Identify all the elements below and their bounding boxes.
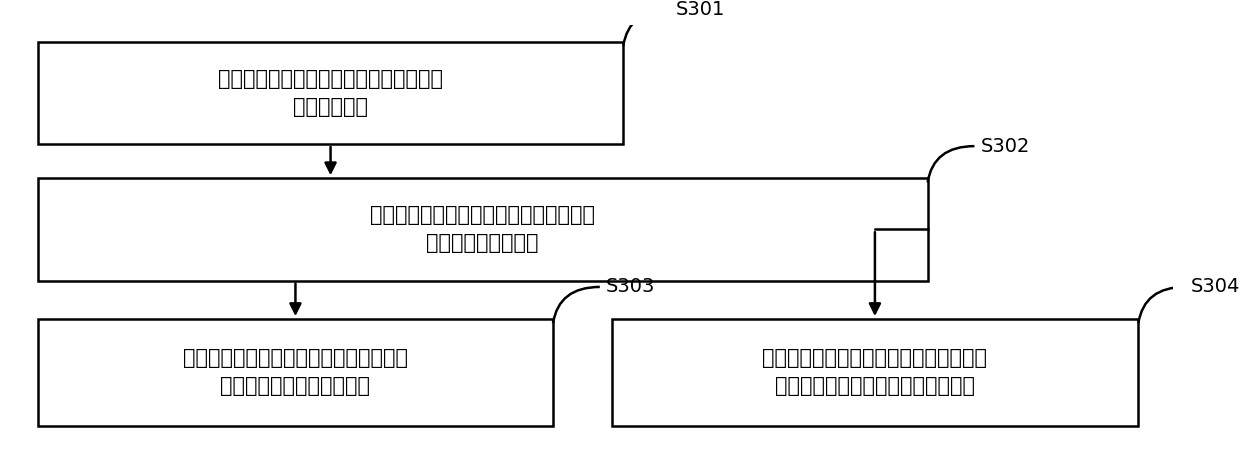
Bar: [38, 178, 928, 281]
Bar: [38, 42, 624, 144]
Bar: [38, 319, 553, 425]
Text: S304: S304: [1190, 277, 1240, 296]
Text: S301: S301: [676, 0, 725, 19]
Text: 将待分类样本通过随机森林方法，得到决
策树的投票値: 将待分类样本通过随机森林方法，得到决 策树的投票値: [218, 69, 443, 117]
Text: 如果正常的投票値大于先天性白内障的投
票値，则待分类样本为正常: 如果正常的投票値大于先天性白内障的投 票値，则待分类样本为正常: [184, 348, 408, 396]
Text: 比较决策树的投票値中属于正常的数量和
先天性白内障的数量: 比较决策树的投票値中属于正常的数量和 先天性白内障的数量: [371, 205, 595, 253]
Bar: [611, 319, 1138, 425]
Text: S302: S302: [981, 137, 1029, 156]
Text: S303: S303: [605, 277, 655, 296]
Text: 如果先天性白内障的投票値大于正常的投
票値，则待分类样本为先天性白内障: 如果先天性白内障的投票値大于正常的投 票値，则待分类样本为先天性白内障: [763, 348, 987, 396]
